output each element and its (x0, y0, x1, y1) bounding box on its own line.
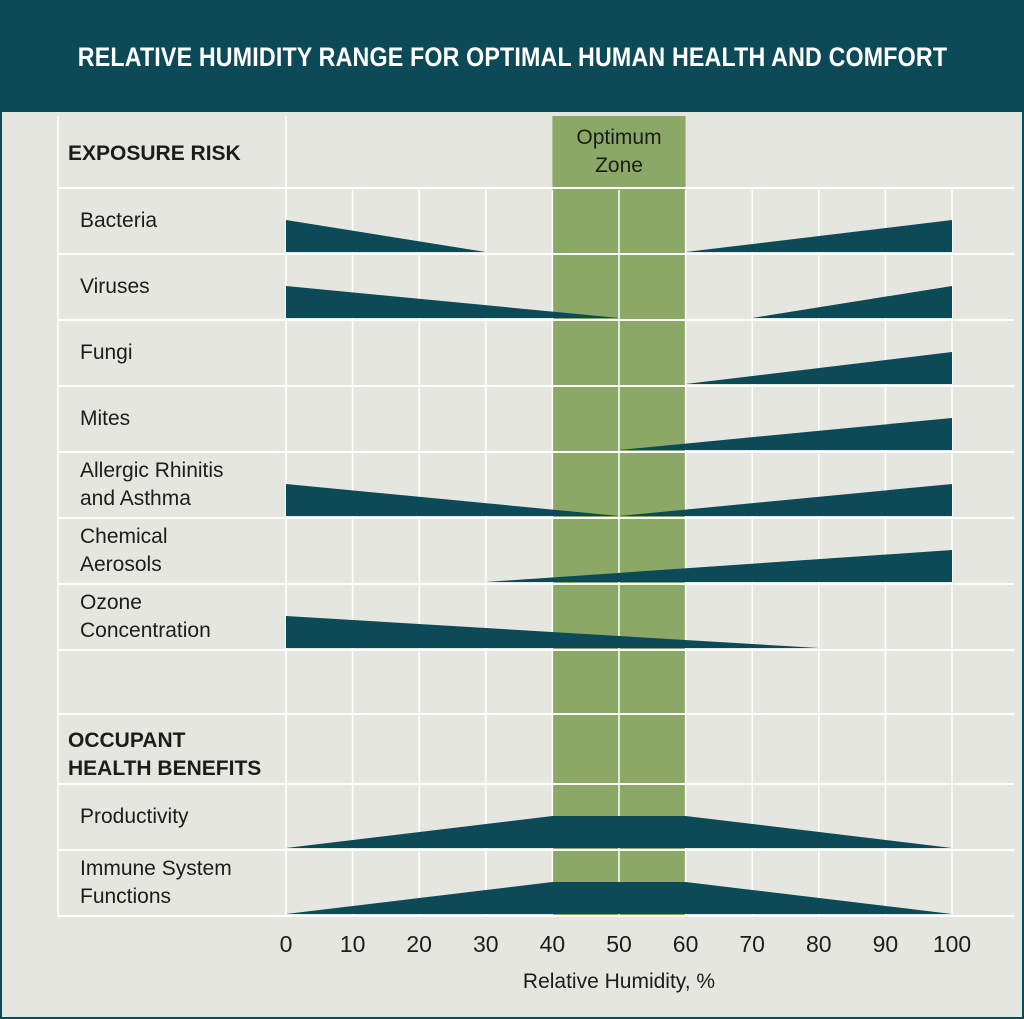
row-label: Bacteria (80, 209, 157, 232)
row-label: Productivity (80, 805, 189, 828)
optimum-zone-label: Zone (595, 154, 643, 177)
section-heading: HEALTH BENEFITS (68, 757, 261, 780)
risk-area-shape (286, 286, 619, 318)
risk-area-shape (685, 220, 952, 252)
title-bar: RELATIVE HUMIDITY RANGE FOR OPTIMAL HUMA… (2, 2, 1022, 112)
x-tick-label: 30 (473, 931, 499, 957)
row-label: Mites (80, 407, 130, 430)
x-tick-label: 0 (280, 931, 293, 957)
risk-area-shape (619, 484, 952, 516)
chart-title: RELATIVE HUMIDITY RANGE FOR OPTIMAL HUMA… (77, 41, 947, 72)
x-tick-label: 70 (739, 931, 765, 957)
x-tick-label: 60 (673, 931, 699, 957)
row-label: Chemical (80, 525, 168, 548)
row-label: and Asthma (80, 487, 191, 510)
x-tick-label: 50 (606, 931, 632, 957)
row-label: Viruses (80, 275, 150, 298)
risk-area-shape (752, 286, 952, 318)
section-heading: EXPOSURE RISK (68, 142, 241, 165)
x-tick-label: 40 (540, 931, 566, 957)
risk-area-shape (286, 484, 619, 516)
row-label: Ozone (80, 591, 142, 614)
row-label: Functions (80, 885, 171, 908)
row-label: Concentration (80, 619, 211, 642)
x-tick-label: 100 (933, 931, 971, 957)
row-separators (58, 187, 1014, 851)
risk-area-shape (685, 352, 952, 384)
risk-area-shape (286, 220, 486, 252)
row-label: Fungi (80, 341, 133, 364)
risk-area-shape (286, 882, 952, 914)
row-label: Aerosols (80, 553, 162, 576)
x-axis-label: Relative Humidity, % (523, 970, 715, 993)
x-tick-label: 90 (873, 931, 899, 957)
x-tick-label: 80 (806, 931, 832, 957)
optimum-zone-label: Optimum (576, 126, 661, 149)
row-label: Immune System (80, 857, 232, 880)
risk-area-shape (485, 550, 952, 582)
risk-area-shape (619, 418, 952, 450)
risk-area-shape (286, 816, 952, 848)
x-tick-label: 10 (340, 931, 366, 957)
risk-area-shape (286, 616, 819, 648)
row-label: Allergic Rhinitis (80, 459, 224, 482)
section-heading: OCCUPANT (68, 729, 186, 752)
x-tick-label: 20 (406, 931, 432, 957)
